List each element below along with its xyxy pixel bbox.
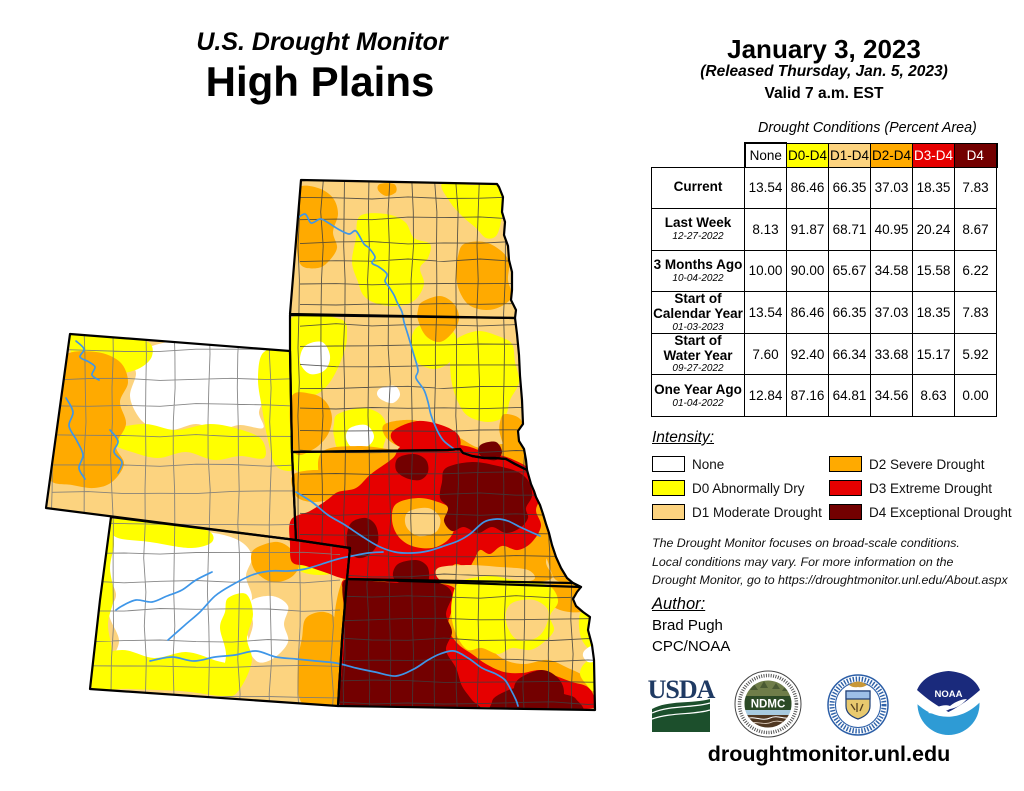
svg-text:USDA: USDA [648, 675, 716, 704]
svg-text:NOAA: NOAA [935, 689, 963, 700]
svg-text:NDMC: NDMC [751, 699, 786, 711]
